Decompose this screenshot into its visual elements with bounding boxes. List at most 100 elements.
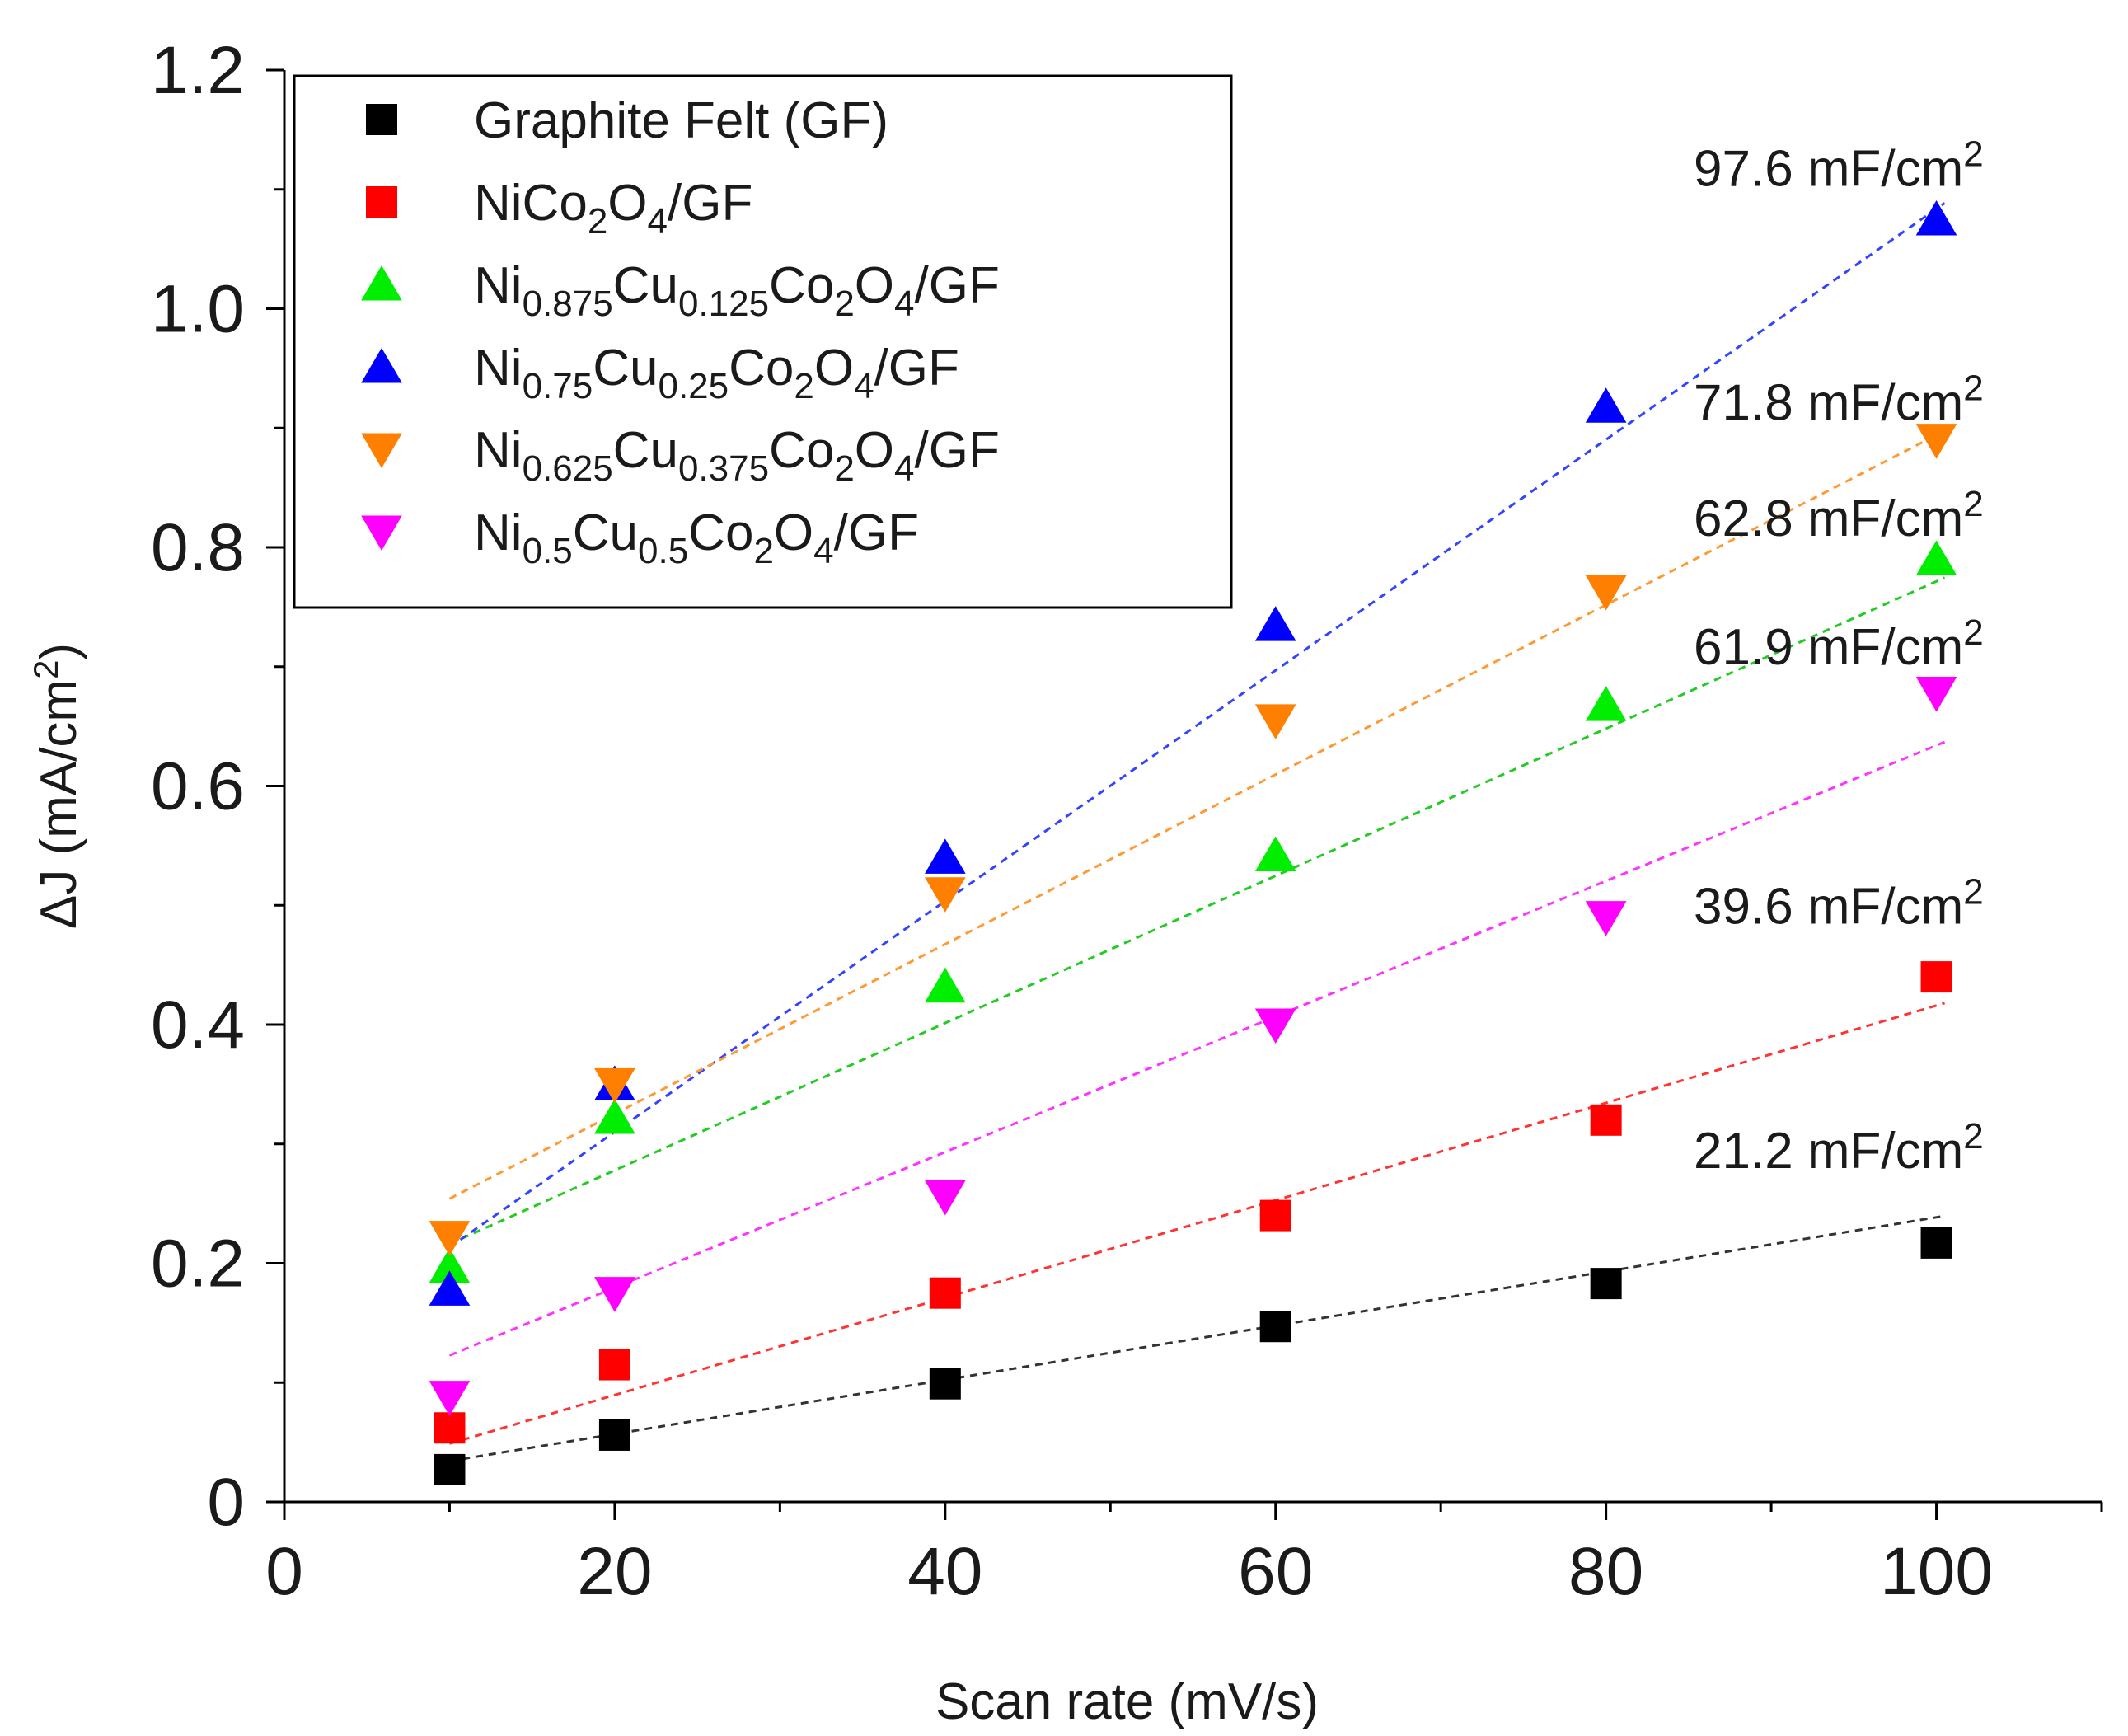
legend-subscript: 4 — [894, 448, 914, 489]
legend-text-part: /GF — [834, 504, 919, 561]
data-point-series-5 — [924, 1180, 966, 1216]
fit-line-series-1 — [449, 1002, 1945, 1445]
legend-subscript: 2 — [753, 531, 773, 571]
capacitance-unit-sup: 2 — [1963, 368, 1983, 408]
legend-box — [293, 74, 1233, 609]
legend-entry-label: Ni0.75Cu0.25Co2O4/GF — [474, 340, 959, 406]
legend-marker — [361, 265, 402, 301]
legend-subscript: 4 — [648, 201, 668, 242]
data-point-series-3 — [1585, 387, 1627, 423]
data-point-series-1 — [1259, 1199, 1291, 1232]
y-tick-label: 0 — [207, 1465, 245, 1540]
data-point-series-4 — [1254, 704, 1296, 739]
legend-subscript: 4 — [854, 366, 874, 406]
legend-text-part: /GF — [915, 257, 1000, 314]
y-tick-label: 0.2 — [151, 1227, 245, 1302]
y-axis-title: ΔJ (mA/cm2) — [26, 643, 87, 929]
legend-text-part: Cu — [613, 257, 678, 314]
legend-text-part: /GF — [874, 340, 959, 396]
legend: Graphite Felt (GF)NiCo2O4/GFNi0.875Cu0.1… — [293, 74, 1233, 609]
capacitance-label-series-4: 71.8 mF/cm2 — [1694, 368, 1984, 431]
fit-lines — [448, 202, 1946, 1462]
data-point-series-4 — [1585, 575, 1627, 611]
y-axis-title-main: ΔJ (mA/cm — [30, 679, 87, 929]
legend-marker — [366, 104, 397, 135]
capacitance-unit-sup: 2 — [1963, 134, 1983, 175]
fit-line-series-2 — [448, 576, 1946, 1246]
x-tick-label: 0 — [265, 1534, 303, 1609]
data-point-series-0 — [434, 1453, 466, 1485]
data-point-series-3 — [429, 1270, 471, 1306]
legend-marker — [361, 515, 402, 551]
legend-text-part: /GF — [915, 422, 1000, 479]
data-point-series-1 — [929, 1277, 961, 1309]
data-point-series-2 — [924, 967, 966, 1003]
data-point-series-0 — [598, 1419, 630, 1451]
data-point-series-2 — [594, 1098, 635, 1134]
data-point-series-1 — [434, 1412, 466, 1444]
legend-entry-label: NiCo2O4/GF — [474, 175, 752, 242]
y-tick-label: 0.6 — [151, 749, 245, 824]
legend-entry-label: Ni0.875Cu0.125Co2O4/GF — [474, 257, 1000, 324]
legend-marker — [361, 433, 402, 468]
axes: 0 20 40 60 80 100 0 0.2 0.4 0.6 0.8 1.0 1.2 Scan rate… — [26, 33, 2103, 1730]
data-point-series-3 — [1915, 199, 1957, 236]
legend-subscript: 2 — [834, 448, 854, 489]
legend-text-part: O — [855, 422, 894, 479]
legend-text-part: O — [855, 257, 894, 314]
legend-text-part: O — [814, 340, 854, 396]
legend-entry-label: Ni0.5Cu0.5Co2O4/GF — [474, 504, 919, 571]
legend-entry-label: Graphite Felt (GF) — [474, 92, 888, 149]
data-point-series-4 — [924, 877, 966, 913]
legend-subscript: 0.25 — [658, 366, 729, 406]
legend-text-part: Cu — [613, 422, 678, 479]
data-point-series-2 — [1254, 836, 1296, 872]
data-point-series-1 — [1920, 961, 1952, 993]
fit-line-series-3 — [448, 202, 1946, 1249]
legend-text-part: Cu — [593, 340, 658, 396]
legend-subscript: 2 — [794, 366, 813, 406]
data-point-series-3 — [1254, 606, 1296, 641]
capacitance-value: 39.6 mF/cm — [1694, 878, 1963, 935]
fit-line-series-0 — [449, 1214, 1945, 1462]
fit-line-series-5 — [448, 740, 1946, 1357]
data-point-series-5 — [429, 1381, 471, 1416]
capacitance-label-series-1: 39.6 mF/cm2 — [1694, 871, 1984, 935]
legend-text-part: Co — [729, 340, 794, 396]
fit-line-series-4 — [448, 429, 1946, 1200]
legend-text-part: O — [774, 504, 813, 561]
capacitance-value: 61.9 mF/cm — [1694, 619, 1963, 676]
data-point-series-1 — [1590, 1104, 1622, 1136]
legend-text-part: Ni — [474, 422, 523, 479]
data-point-series-0 — [1259, 1311, 1291, 1343]
legend-text-part: Co — [688, 504, 753, 561]
legend-text-part: /GF — [668, 175, 752, 232]
capacitance-label-series-3: 97.6 mF/cm2 — [1694, 134, 1984, 198]
data-point-series-4 — [594, 1067, 635, 1104]
x-tick-label: 40 — [907, 1534, 982, 1609]
legend-subscript: 2 — [834, 284, 854, 324]
legend-text-part: Co — [769, 422, 834, 479]
capacitance-label-series-0: 21.2 mF/cm2 — [1694, 1116, 1984, 1180]
y-tick-label: 0.8 — [151, 510, 245, 585]
data-point-series-4 — [1915, 424, 1957, 459]
data-markers — [429, 199, 1957, 1485]
legend-subscript: 0.125 — [678, 284, 769, 324]
legend-text-part: Co — [769, 257, 834, 314]
data-point-series-2 — [1915, 540, 1957, 576]
legend-text-part: Graphite Felt (GF) — [474, 92, 888, 149]
legend-subscript: 0.875 — [523, 284, 613, 324]
legend-text-part: Cu — [573, 504, 638, 561]
legend-subscript: 0.375 — [678, 448, 769, 489]
y-tick-label: 1.2 — [151, 33, 245, 108]
data-point-series-5 — [1254, 1008, 1296, 1044]
data-point-series-2 — [429, 1247, 471, 1283]
legend-subscript: 4 — [813, 531, 833, 571]
legend-text-part: O — [607, 175, 647, 232]
y-tick-label: 1.0 — [151, 272, 245, 347]
data-point-series-0 — [1590, 1268, 1622, 1300]
capacitance-unit-sup: 2 — [1963, 871, 1983, 912]
capacitance-value: 97.6 mF/cm — [1694, 141, 1963, 198]
x-axis-title: Scan rate (mV/s) — [935, 1673, 1319, 1730]
